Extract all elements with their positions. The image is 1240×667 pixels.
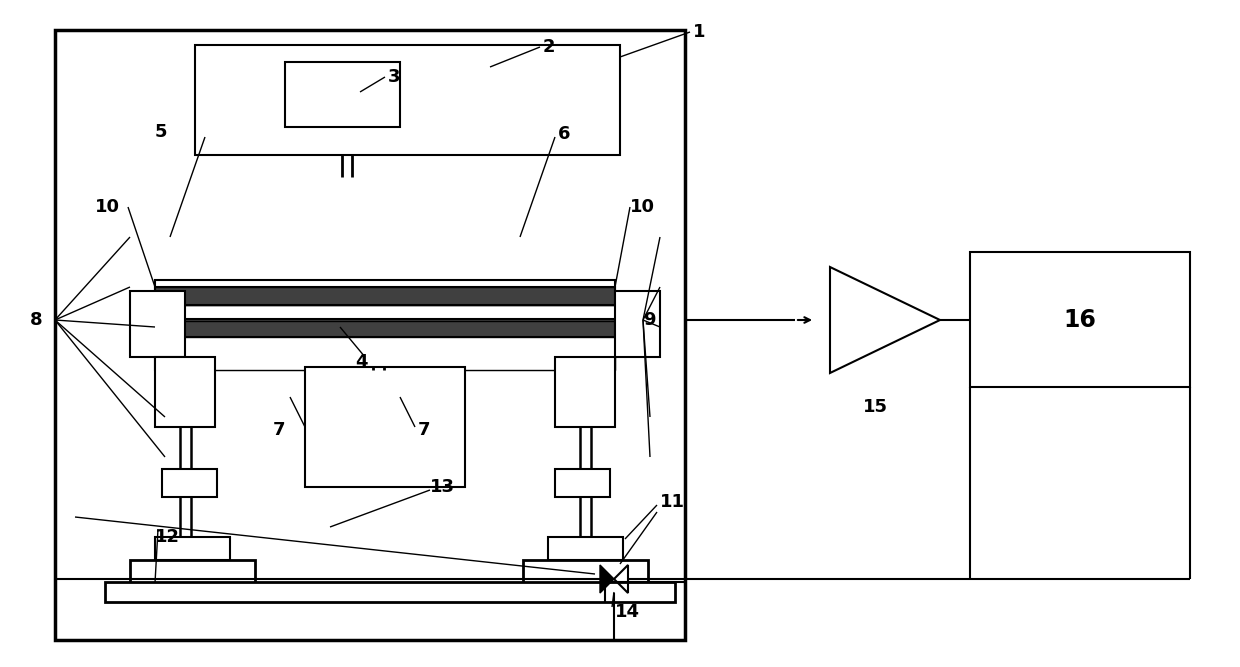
Text: 6: 6 [558,125,570,143]
Bar [130,291,185,357]
Text: 13: 13 [430,478,455,496]
Polygon shape [600,565,614,593]
Text: 10: 10 [630,198,655,216]
Text: 3: 3 [388,68,401,86]
Text: 2: 2 [543,38,556,56]
Text: 9: 9 [644,311,656,329]
Bar [615,291,660,357]
Bar [130,560,255,583]
Text: 1: 1 [693,23,706,41]
Text: 4: 4 [355,353,367,371]
Text: 7: 7 [418,421,430,439]
Bar [556,469,610,497]
Text: 7: 7 [273,421,285,439]
Text: 10: 10 [95,198,120,216]
Text: 15: 15 [863,398,888,416]
Bar [556,357,615,427]
Text: 8: 8 [30,311,42,329]
Bar [548,537,622,560]
Bar [105,582,675,602]
Bar [155,280,615,370]
Bar [523,560,649,583]
Text: 5: 5 [155,123,167,141]
Bar [162,469,217,497]
Bar [305,367,465,487]
Bar [155,337,615,370]
Bar [155,287,615,305]
Bar [970,252,1190,387]
Bar [55,30,684,640]
Bar [155,357,215,427]
Text: 11: 11 [660,493,684,511]
Text: 12: 12 [155,528,180,546]
Bar [155,319,615,337]
Bar [155,537,229,560]
Text: 16: 16 [1064,308,1096,332]
Bar [155,305,615,319]
Text: 14: 14 [615,603,640,621]
Bar [285,62,401,127]
Bar [195,45,620,155]
